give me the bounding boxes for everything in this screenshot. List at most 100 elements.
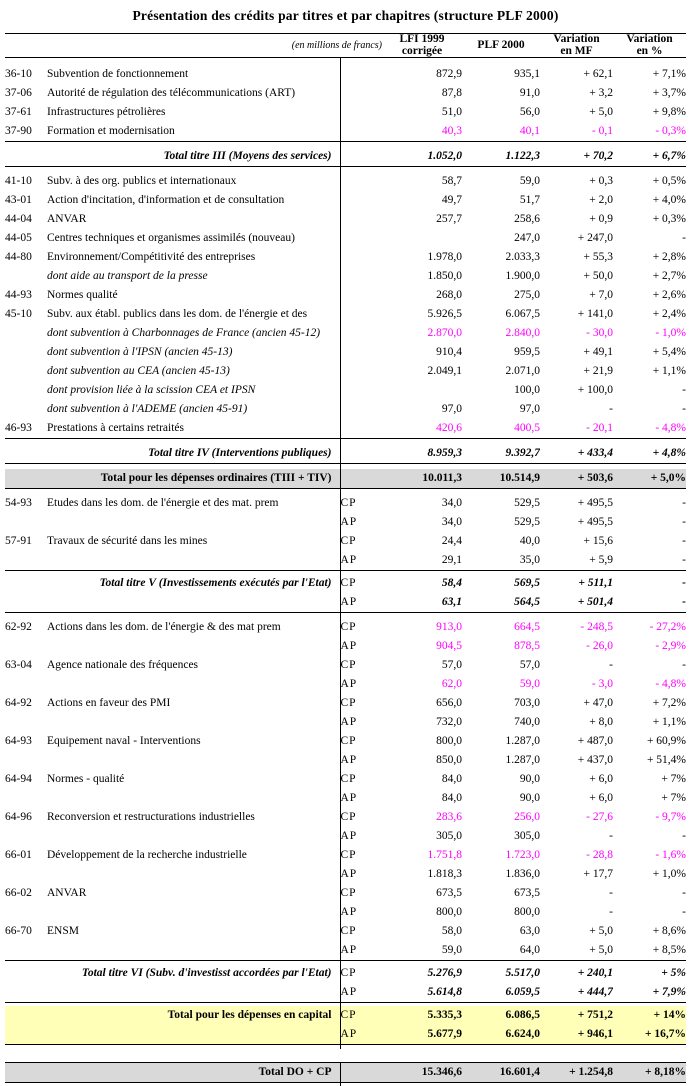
row-code xyxy=(5,865,47,884)
row-cpap: CP xyxy=(340,618,382,637)
row-code: 37-90 xyxy=(5,122,47,142)
row-code xyxy=(5,751,47,770)
row-variation-mf: - 27,6 xyxy=(540,808,613,827)
row-lfi-1999: 872,9 xyxy=(382,65,462,84)
row-variation-mf: - xyxy=(540,827,613,846)
row-lfi-1999: 2.870,0 xyxy=(382,324,462,343)
row-code xyxy=(5,903,47,922)
row-code xyxy=(5,789,47,808)
row-variation-pct: + 5,0% xyxy=(613,469,686,489)
row-variation-mf: + 8,0 xyxy=(540,713,613,732)
row-variation-mf: + 240,1 xyxy=(540,964,613,983)
row-code xyxy=(5,941,47,961)
row-cpap: CP xyxy=(340,922,382,941)
row-variation-mf: + 49,1 xyxy=(540,343,613,362)
row-lfi-1999: 800,0 xyxy=(382,732,462,751)
row-variation-pct: + 0,3% xyxy=(613,210,686,229)
row-variation-pct: + 8,5% xyxy=(613,941,686,961)
row-variation-pct: - xyxy=(613,574,686,593)
row-cpap: AP xyxy=(340,675,382,694)
row-cpap: AP xyxy=(340,865,382,884)
row-variation-pct: - 0,3% xyxy=(613,122,686,142)
row-plf-2000: 6.624,0 xyxy=(462,1025,540,1045)
row-code: 44-05 xyxy=(5,229,47,248)
row-code: 64-93 xyxy=(5,732,47,751)
total-row-titre-4: Total titre IV (Interventions publiques)… xyxy=(5,444,686,464)
row-label: Etudes dans les dom. de l'énergie et des… xyxy=(47,494,340,513)
row-code xyxy=(5,400,47,419)
row-label: Normes - qualité xyxy=(47,770,340,789)
row-variation-mf: + 503,6 xyxy=(540,469,613,489)
row-plf-2000: 673,5 xyxy=(462,884,540,903)
row-variation-pct: + 9,8% xyxy=(613,103,686,122)
spacer-cell xyxy=(613,58,686,66)
row-plf-2000: 16.601,4 xyxy=(462,1063,540,1083)
row-variation-mf: - xyxy=(540,884,613,903)
row-code xyxy=(5,827,47,846)
row-variation-mf: + 47,0 xyxy=(540,694,613,713)
row-label: Normes qualité xyxy=(47,286,340,305)
row-label xyxy=(47,551,340,571)
row-cpap: CP xyxy=(340,574,382,593)
row-code xyxy=(5,1063,47,1083)
row-label xyxy=(47,751,340,770)
row-plf-2000: 1.287,0 xyxy=(462,732,540,751)
row-plf-2000: 2.840,0 xyxy=(462,324,540,343)
table-row-dont: dont provision liée à la scission CEA et… xyxy=(5,381,686,400)
header-blank xyxy=(5,34,47,58)
row-label: Equipement naval - Interventions xyxy=(47,732,340,751)
row-lfi-1999: 15.346,6 xyxy=(382,1063,462,1083)
row-code: 44-93 xyxy=(5,286,47,305)
gap-cell xyxy=(462,1049,540,1063)
row-cpap: AP xyxy=(340,903,382,922)
row-variation-mf: + 0,9 xyxy=(540,210,613,229)
row-label: Environnement/Compétitivité des entrepri… xyxy=(47,248,340,267)
row-label: Subvention de fonctionnement xyxy=(47,65,340,84)
row-code xyxy=(5,574,47,593)
row-cpap: AP xyxy=(340,827,382,846)
row-plf-2000: 275,0 xyxy=(462,286,540,305)
row-code: 57-91 xyxy=(5,532,47,551)
row-label: Action d'incitation, d'information et de… xyxy=(47,191,340,210)
row-lfi-1999: 1.978,0 xyxy=(382,248,462,267)
row-label xyxy=(47,789,340,808)
row-variation-mf: - xyxy=(540,903,613,922)
header-unit-label: (en millions de francs) xyxy=(47,34,382,58)
row-variation-pct: + 5,4% xyxy=(613,343,686,362)
row-variation-pct: - xyxy=(613,903,686,922)
row-variation-mf: - 3,0 xyxy=(540,675,613,694)
row-cpap: CP xyxy=(340,770,382,789)
row-label: Total titre V (Investissements exécutés … xyxy=(47,574,340,593)
row-variation-pct: - xyxy=(613,532,686,551)
row-cpap xyxy=(340,381,382,400)
row-variation-pct: + 2,7% xyxy=(613,267,686,286)
row-lfi-1999: 24,4 xyxy=(382,532,462,551)
row-code: 64-94 xyxy=(5,770,47,789)
row-label: Agence nationale des fréquences xyxy=(47,656,340,675)
row-code: 66-02 xyxy=(5,884,47,903)
spacer-cell xyxy=(613,1083,686,1086)
row-plf-2000: 90,0 xyxy=(462,789,540,808)
row-label: Développement de la recherche industriel… xyxy=(47,846,340,865)
row-plf-2000: 2.033,3 xyxy=(462,248,540,267)
spacer-cell xyxy=(47,58,340,66)
row-label: Reconversion et restructurations industr… xyxy=(47,808,340,827)
row-variation-mf: + 15,6 xyxy=(540,532,613,551)
row-plf-2000: 40,1 xyxy=(462,122,540,142)
row-label xyxy=(47,941,340,961)
row-lfi-1999: 1.052,0 xyxy=(382,147,462,167)
row-plf-2000: 59,0 xyxy=(462,675,540,694)
row-label xyxy=(47,593,340,613)
row-plf-2000: 247,0 xyxy=(462,229,540,248)
row-variation-pct: + 4,0% xyxy=(613,191,686,210)
row-variation-pct: - 9,7% xyxy=(613,808,686,827)
